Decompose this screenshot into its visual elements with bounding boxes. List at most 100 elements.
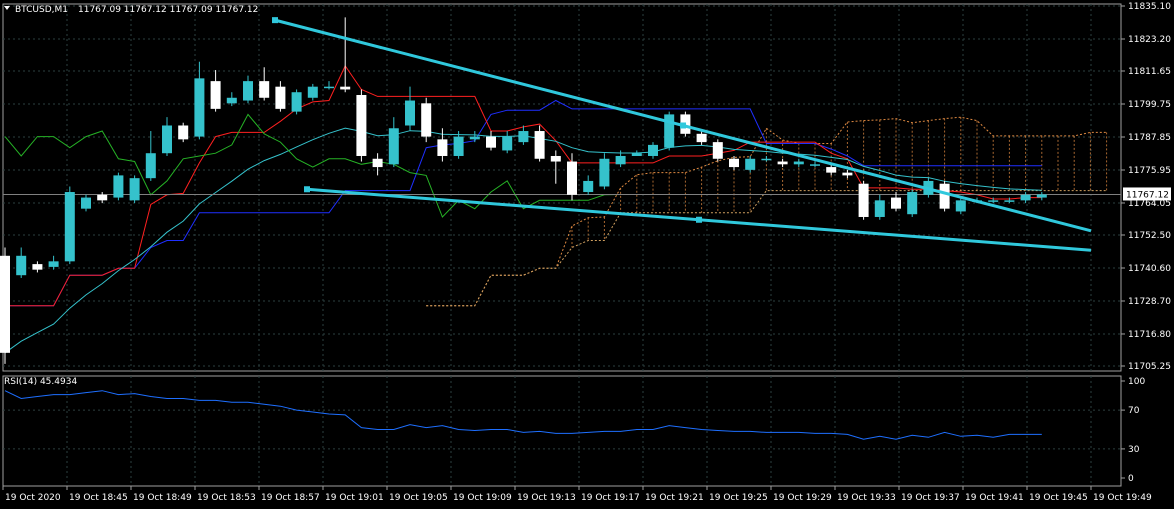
candle-body [712,142,723,159]
candle-body [469,136,480,140]
current-price-value: 11767.12 [1126,190,1169,200]
rsi-line [4,390,1042,440]
candle-body [550,155,561,162]
candle-body [696,133,707,143]
candle-body [486,136,496,148]
time-tick-label: 19 Oct 2020 [5,493,61,503]
candle-body [810,164,820,166]
price-tick-label: 11811.65 [1128,67,1171,77]
time-tick-label: 19 Oct 18:45 [69,493,128,503]
candle-body [664,114,675,148]
candle-body [874,200,885,217]
time-tick-label: 19 Oct 19:41 [965,493,1024,503]
rsi-label: RSI(14) 45.4934 [4,377,77,387]
time-tick-label: 19 Oct 18:53 [197,493,256,503]
candle-body [48,261,59,267]
price-tick-label: 11728.70 [1128,297,1171,307]
time-tick-label: 19 Oct 18:57 [261,493,320,503]
candle-body [826,167,837,173]
candle-body [631,153,642,156]
time-tick-label: 19 Oct 19:25 [709,493,768,503]
candle-body [842,172,853,176]
candle-body [907,192,918,215]
candle-body [891,197,901,209]
candle-body [16,255,27,276]
price-tick-label: 11764.05 [1128,199,1171,209]
candle-body [1036,194,1047,198]
rsi-panel [4,390,1042,440]
candle-body [583,180,594,193]
candle-body [437,139,448,156]
time-tick-label: 19 Oct 19:45 [1029,493,1088,503]
time-tick-label: 19 Oct 19:09 [453,493,512,503]
candle-body [534,131,545,159]
candle-body [858,183,869,217]
price-tick-label: 11823.20 [1128,35,1171,45]
candle-body [793,161,804,165]
candle-body [162,125,172,154]
candle-body [955,200,966,212]
candle-body [145,153,156,179]
chikou-span [4,113,621,218]
candle-body [307,86,318,98]
price-tick-label: 11705.25 [1128,362,1171,372]
main-panel-frame [2,3,1122,372]
candle-body [340,86,351,90]
price-tick-label: 11740.60 [1128,264,1171,274]
candle-body [64,192,75,262]
candle-body [648,144,658,156]
candle-body [567,161,577,195]
candle-body [599,158,610,187]
price-tick-label: 11799.75 [1128,100,1171,110]
candle-body [988,200,999,202]
candle-body [502,136,513,151]
candle-body [356,94,367,156]
candle-body [113,175,124,198]
time-tick-label: 19 Oct 19:33 [837,493,896,503]
trendline-handle [680,122,686,129]
candle-body [1004,200,1015,202]
candle-body [226,97,237,104]
candle-body [0,255,10,353]
symbol-label: BTCUSD,M1 [15,5,68,15]
ichimoku-cloud [571,117,1108,248]
time-tick-label: 19 Oct 19:37 [901,493,960,503]
time-tick-label: 19 Oct 19:17 [581,493,640,503]
senkou-span-b [426,190,1107,307]
trendlines[interactable] [272,17,1092,252]
rsi-tick-label: 70 [1128,406,1140,416]
candle-body [243,81,253,101]
candle-body [97,194,108,201]
candle-body [178,125,189,140]
candle-body [388,128,399,165]
price-tick-label: 11716.80 [1128,330,1171,340]
candle-body [1020,194,1031,201]
candle-body [275,86,286,109]
trendline-handle [696,216,702,223]
candle-body [518,131,529,143]
rsi-tick-label: 30 [1128,445,1140,455]
rsi-tick-label: 100 [1128,377,1145,387]
candle-body [615,155,626,165]
time-tick-label: 19 Oct 19:13 [517,493,576,503]
candle-body [939,183,950,209]
rsi-tick-label: 0 [1128,474,1134,484]
kijun-sen [5,99,1042,307]
candle-body [194,78,205,137]
trendline-handle [304,186,310,193]
candle-body [210,81,221,109]
candle-body [421,103,432,137]
time-tick-label: 19 Oct 19:49 [1093,493,1152,503]
candle-body [453,136,464,156]
price-tick-label: 11752.50 [1128,231,1171,241]
candle-body [291,92,302,112]
candle-body [324,86,334,89]
rsi-panel-frame [2,375,1122,487]
candle-body [745,158,756,170]
price-tick-label: 11775.95 [1128,166,1171,176]
time-tick-label: 19 Oct 19:29 [773,493,832,503]
collapse-arrow-icon[interactable] [4,6,10,10]
price-tick-label: 11787.85 [1128,133,1171,143]
